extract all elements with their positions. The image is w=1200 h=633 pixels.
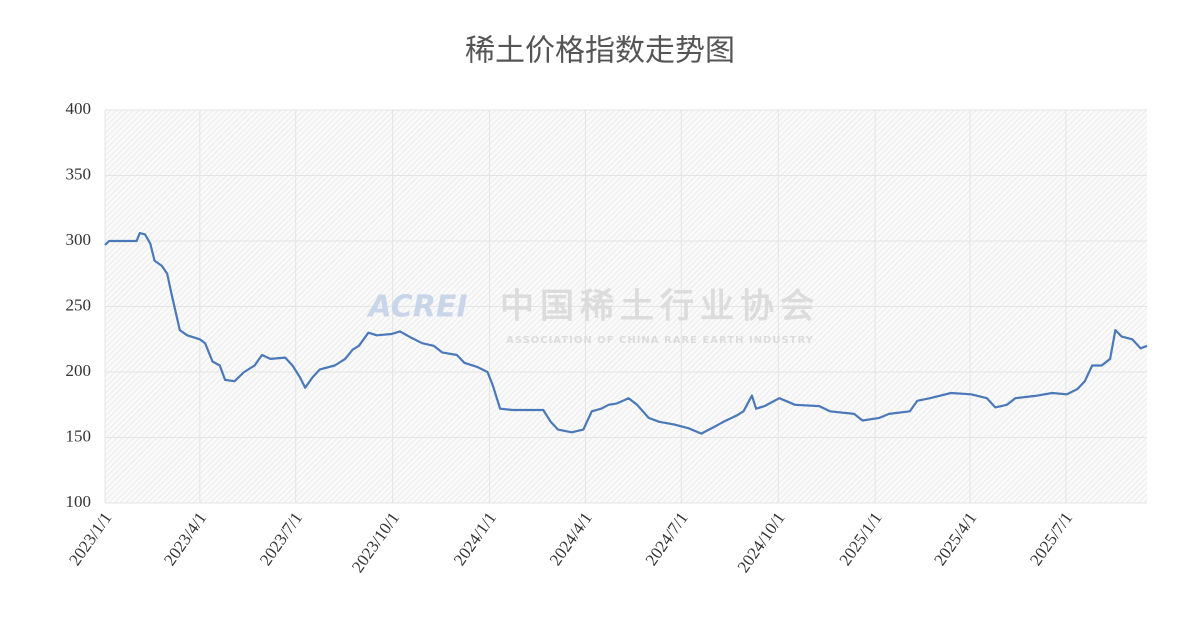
watermark-logo: ACREI bbox=[366, 290, 467, 325]
watermark-subtitle: ASSOCIATION OF CHINA RARE EARTH INDUSTRY bbox=[506, 335, 814, 346]
grid bbox=[104, 109, 1147, 504]
y-tick-label: 200 bbox=[66, 361, 92, 380]
y-tick-label: 100 bbox=[66, 492, 92, 511]
x-tick-label: 2024/4/1 bbox=[546, 509, 596, 569]
x-tick-label: 2025/1/1 bbox=[835, 509, 885, 569]
x-tick-label: 2023/1/1 bbox=[65, 509, 115, 569]
x-tick-label: 2024/7/1 bbox=[642, 509, 692, 569]
y-tick-label: 300 bbox=[66, 230, 92, 249]
x-tick-label: 2024/1/1 bbox=[450, 509, 500, 569]
y-tick-label: 250 bbox=[66, 295, 92, 314]
x-tick-label: 2023/10/1 bbox=[348, 509, 403, 576]
y-tick-label: 350 bbox=[66, 164, 92, 183]
x-tick-label: 2025/7/1 bbox=[1026, 509, 1076, 569]
y-tick-label: 400 bbox=[66, 99, 92, 118]
x-tick-label: 2024/10/1 bbox=[734, 509, 789, 576]
watermark-name: 中国稀土行业协会 bbox=[500, 287, 820, 327]
chart-title: 稀土价格指数走势图 bbox=[465, 34, 735, 69]
y-tick-label: 150 bbox=[66, 426, 92, 445]
x-tick-label: 2023/7/1 bbox=[256, 509, 306, 569]
x-tick-label: 2025/4/1 bbox=[930, 509, 980, 569]
x-tick-label: 2023/4/1 bbox=[160, 509, 210, 569]
line bbox=[104, 232, 1148, 435]
